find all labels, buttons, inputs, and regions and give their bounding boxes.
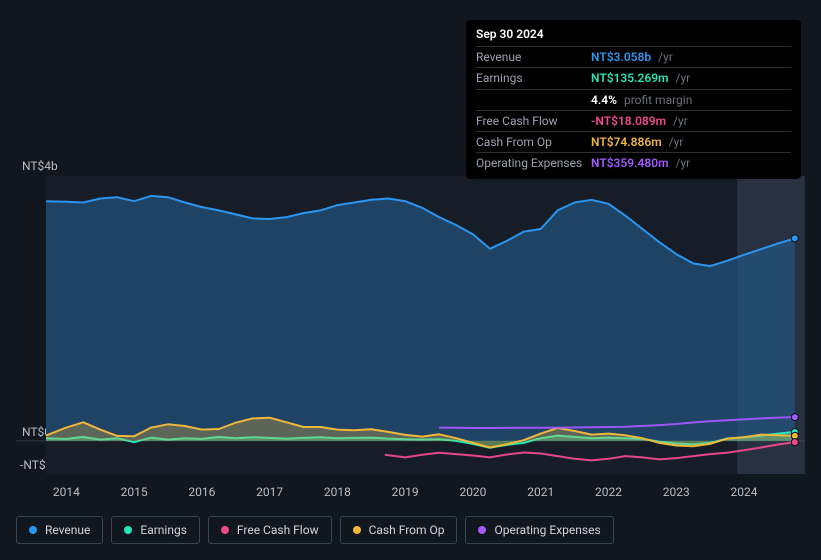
- tooltip-row-suffix: /yr: [673, 71, 691, 85]
- tooltip-row-label: [476, 92, 591, 108]
- legend-item[interactable]: Free Cash Flow: [208, 516, 332, 544]
- tooltip-row-value: NT$135.269m: [591, 70, 669, 86]
- legend-label: Revenue: [45, 523, 90, 537]
- tooltip-row-label: Free Cash Flow: [476, 113, 591, 129]
- x-tick-label: 2015: [121, 485, 148, 499]
- legend-swatch-icon: [29, 526, 37, 534]
- legend-item[interactable]: Operating Expenses: [465, 516, 613, 544]
- legend-label: Operating Expenses: [494, 523, 600, 537]
- tooltip-row: Free Cash Flow-NT$18.089m /yr: [476, 110, 791, 131]
- tooltip-row-value: NT$3.058b: [591, 49, 651, 65]
- x-tick-label: 2020: [459, 485, 486, 499]
- tooltip-row: Operating ExpensesNT$359.480m /yr: [476, 152, 791, 173]
- x-tick-label: 2024: [731, 485, 758, 499]
- tooltip-row-label: Operating Expenses: [476, 155, 591, 171]
- legend-label: Earnings: [140, 523, 187, 537]
- chart-legend: Revenue Earnings Free Cash Flow Cash From O…: [16, 516, 614, 544]
- x-tick-label: 2023: [663, 485, 690, 499]
- legend-item[interactable]: Revenue: [16, 516, 103, 544]
- tooltip-row: RevenueNT$3.058b /yr: [476, 46, 791, 67]
- x-tick-label: 2018: [324, 485, 351, 499]
- tooltip-row-label: Earnings: [476, 70, 591, 86]
- legend-swatch-icon: [124, 526, 132, 534]
- x-tick-label: 2022: [595, 485, 622, 499]
- chart-tooltip: Sep 30 2024 RevenueNT$3.058b /yrEarnings…: [466, 20, 801, 179]
- tooltip-row-suffix: /yr: [673, 156, 691, 170]
- tooltip-row-value: -NT$18.089m: [591, 113, 666, 129]
- legend-label: Free Cash Flow: [237, 523, 319, 537]
- legend-swatch-icon: [221, 526, 229, 534]
- x-tick-label: 2017: [256, 485, 283, 499]
- tooltip-row-suffix: /yr: [655, 50, 673, 64]
- legend-label: Cash From Op: [369, 523, 445, 537]
- y-tick-label: NT$4b: [22, 159, 58, 173]
- tooltip-row-value: NT$359.480m: [591, 155, 669, 171]
- legend-swatch-icon: [478, 526, 486, 534]
- tooltip-row: EarningsNT$135.269m /yr: [476, 67, 791, 88]
- legend-item[interactable]: Cash From Op: [340, 516, 458, 544]
- x-tick-label: 2021: [527, 485, 554, 499]
- tooltip-row: Cash From OpNT$74.886m /yr: [476, 131, 791, 152]
- chart-plot-area[interactable]: [16, 176, 805, 474]
- tooltip-row-suffix: /yr: [670, 114, 688, 128]
- tooltip-row-label: Revenue: [476, 49, 591, 65]
- tooltip-row-suffix: /yr: [666, 135, 684, 149]
- tooltip-row-label: Cash From Op: [476, 134, 591, 150]
- x-tick-label: 2016: [188, 485, 215, 499]
- legend-swatch-icon: [353, 526, 361, 534]
- tooltip-row-value: 4.4%: [591, 92, 617, 108]
- legend-item[interactable]: Earnings: [111, 516, 200, 544]
- tooltip-title: Sep 30 2024: [476, 26, 791, 42]
- x-tick-label: 2019: [392, 485, 419, 499]
- tooltip-row: 4.4% profit margin: [476, 89, 791, 110]
- x-tick-label: 2014: [53, 485, 80, 499]
- tooltip-row-suffix: profit margin: [621, 93, 692, 107]
- tooltip-row-value: NT$74.886m: [591, 134, 662, 150]
